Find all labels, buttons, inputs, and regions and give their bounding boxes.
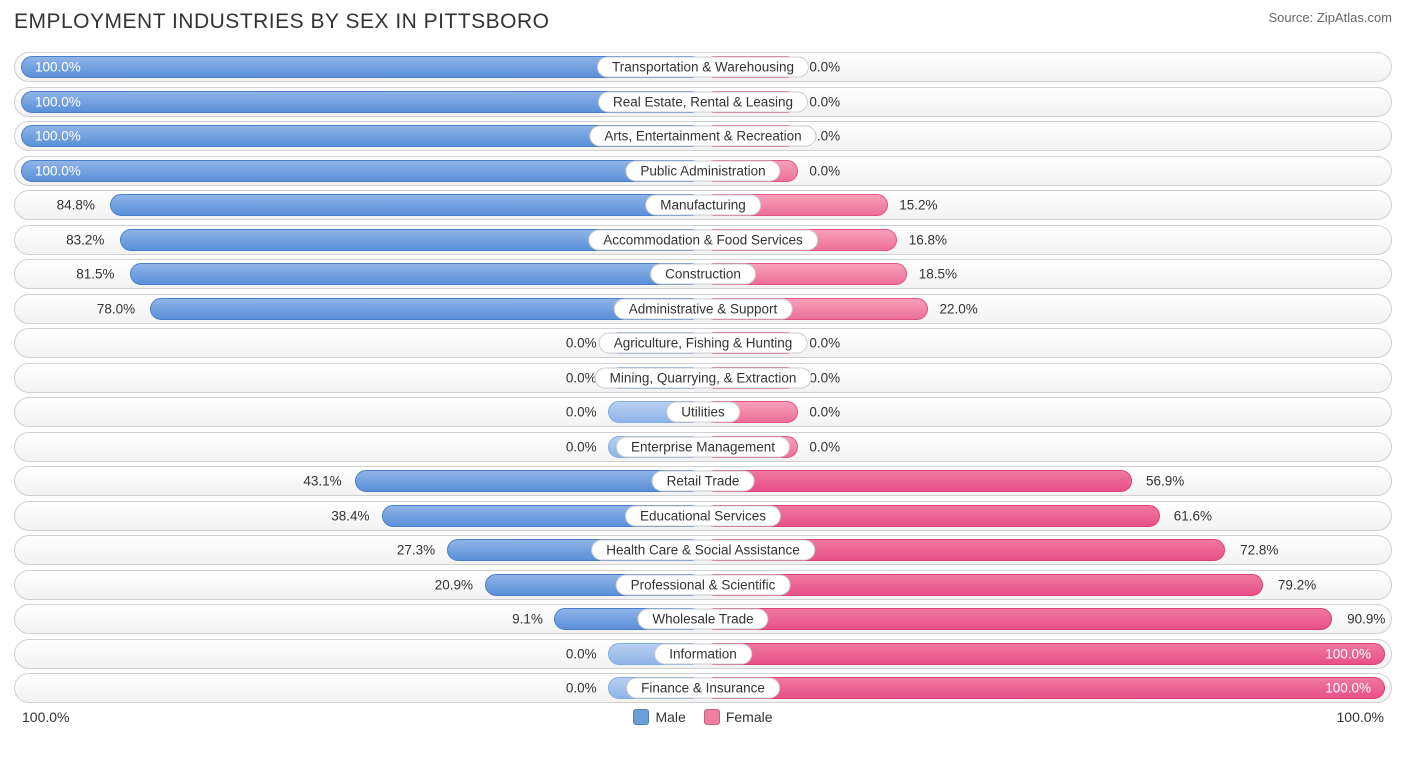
male-value: 43.1% [303, 474, 341, 489]
chart-row: 0.0% 0.0% Utilities [14, 397, 1392, 427]
male-value: 9.1% [512, 612, 543, 627]
male-bar [110, 194, 703, 216]
male-value: 100.0% [35, 60, 81, 75]
legend-item-female: Female [704, 709, 773, 725]
legend-swatch-female [704, 709, 720, 725]
male-bar [21, 160, 703, 182]
row-label: Transportation & Warehousing [597, 57, 809, 78]
chart-row: 78.0% 22.0% Administrative & Support [14, 294, 1392, 324]
legend: Male Female [633, 709, 772, 725]
legend-swatch-male [633, 709, 649, 725]
female-value: 100.0% [1325, 681, 1371, 696]
male-value: 27.3% [397, 543, 435, 558]
row-label: Manufacturing [645, 195, 761, 216]
male-value: 81.5% [76, 267, 114, 282]
diverging-bar-chart: 100.0%0.0%Transportation & Warehousing10… [14, 52, 1392, 703]
chart-row: 83.2% 16.8% Accommodation & Food Services [14, 225, 1392, 255]
row-label: Enterprise Management [616, 436, 790, 457]
female-bar [703, 643, 1385, 665]
female-value: 0.0% [809, 405, 840, 420]
chart-row: 100.0% 0.0% Public Administration [14, 156, 1392, 186]
row-label: Utilities [666, 402, 740, 423]
row-label: Professional & Scientific [616, 574, 791, 595]
row-label: Agriculture, Fishing & Hunting [599, 333, 808, 354]
female-value: 100.0% [1325, 646, 1371, 661]
female-value: 79.2% [1278, 577, 1316, 592]
female-value: 0.0% [809, 163, 840, 178]
chart-row: 0.0% 100.0% Finance & Insurance [14, 673, 1392, 703]
chart-row: 27.3% 72.8% Health Care & Social Assistanc… [14, 535, 1392, 565]
female-value: 22.0% [939, 301, 977, 316]
chart-footer: 100.0% Male Female 100.0% [14, 709, 1392, 725]
male-bar [130, 263, 703, 285]
female-value: 72.8% [1240, 543, 1278, 558]
chart-row: 20.9% 79.2% Professional & Scientific [14, 570, 1392, 600]
female-value: 0.0% [809, 94, 840, 109]
row-label: Public Administration [625, 160, 780, 181]
chart-row: 100.0% 0.0%Real Estate, Rental & Leasing [14, 87, 1392, 117]
chart-row: 84.8% 15.2% Manufacturing [14, 190, 1392, 220]
male-value: 38.4% [331, 508, 369, 523]
axis-left-label: 100.0% [22, 709, 69, 725]
male-value: 100.0% [35, 94, 81, 109]
male-value: 0.0% [566, 646, 597, 661]
row-label: Construction [650, 264, 756, 285]
legend-item-male: Male [633, 709, 685, 725]
male-value: 84.8% [57, 198, 95, 213]
chart-row: 38.4% 61.6% Educational Services [14, 501, 1392, 531]
male-value: 78.0% [97, 301, 135, 316]
female-value: 0.0% [809, 370, 840, 385]
female-value: 0.0% [809, 336, 840, 351]
legend-label-male: Male [655, 709, 685, 725]
row-label: Information [654, 643, 752, 664]
chart-row: 0.0% 0.0% Enterprise Management [14, 432, 1392, 462]
female-bar [703, 608, 1332, 630]
chart-row: 0.0% 0.0%Mining, Quarrying, & Extraction [14, 363, 1392, 393]
row-label: Accommodation & Food Services [588, 229, 818, 250]
legend-label-female: Female [726, 709, 773, 725]
female-value: 18.5% [919, 267, 957, 282]
chart-row: 81.5% 18.5% Construction [14, 259, 1392, 289]
female-bar [703, 470, 1132, 492]
row-label: Real Estate, Rental & Leasing [598, 91, 808, 112]
female-value: 0.0% [809, 60, 840, 75]
male-value: 83.2% [66, 232, 104, 247]
male-value: 0.0% [566, 405, 597, 420]
female-value: 16.8% [909, 232, 947, 247]
chart-row: 9.1% 90.9% Wholesale Trade [14, 604, 1392, 634]
male-value: 0.0% [566, 681, 597, 696]
row-label: Mining, Quarrying, & Extraction [595, 367, 812, 388]
female-value: 15.2% [899, 198, 937, 213]
row-label: Retail Trade [652, 471, 755, 492]
chart-row: 43.1% 56.9% Retail Trade [14, 466, 1392, 496]
chart-row: 0.0% 0.0%Agriculture, Fishing & Hunting [14, 328, 1392, 358]
chart-title: EMPLOYMENT INDUSTRIES BY SEX IN PITTSBOR… [14, 10, 550, 34]
male-value: 0.0% [566, 370, 597, 385]
female-value: 0.0% [809, 439, 840, 454]
row-label: Health Care & Social Assistance [591, 540, 815, 561]
chart-row: 100.0%0.0%Arts, Entertainment & Recreati… [14, 121, 1392, 151]
male-value: 0.0% [566, 439, 597, 454]
female-value: 61.6% [1174, 508, 1212, 523]
chart-source: Source: ZipAtlas.com [1268, 10, 1392, 25]
male-value: 100.0% [35, 129, 81, 144]
row-label: Educational Services [625, 505, 781, 526]
row-label: Administrative & Support [614, 298, 793, 319]
row-label: Arts, Entertainment & Recreation [589, 126, 816, 147]
male-value: 100.0% [35, 163, 81, 178]
female-value: 56.9% [1146, 474, 1184, 489]
male-value: 20.9% [435, 577, 473, 592]
male-value: 0.0% [566, 336, 597, 351]
chart-header: EMPLOYMENT INDUSTRIES BY SEX IN PITTSBOR… [14, 10, 1392, 34]
row-label: Finance & Insurance [626, 678, 780, 699]
chart-row: 0.0% 100.0% Information [14, 639, 1392, 669]
chart-row: 100.0% 0.0%Transportation & Warehousing [14, 52, 1392, 82]
axis-right-label: 100.0% [1337, 709, 1384, 725]
female-bar [703, 677, 1385, 699]
female-value: 90.9% [1347, 612, 1385, 627]
row-label: Wholesale Trade [637, 609, 768, 630]
